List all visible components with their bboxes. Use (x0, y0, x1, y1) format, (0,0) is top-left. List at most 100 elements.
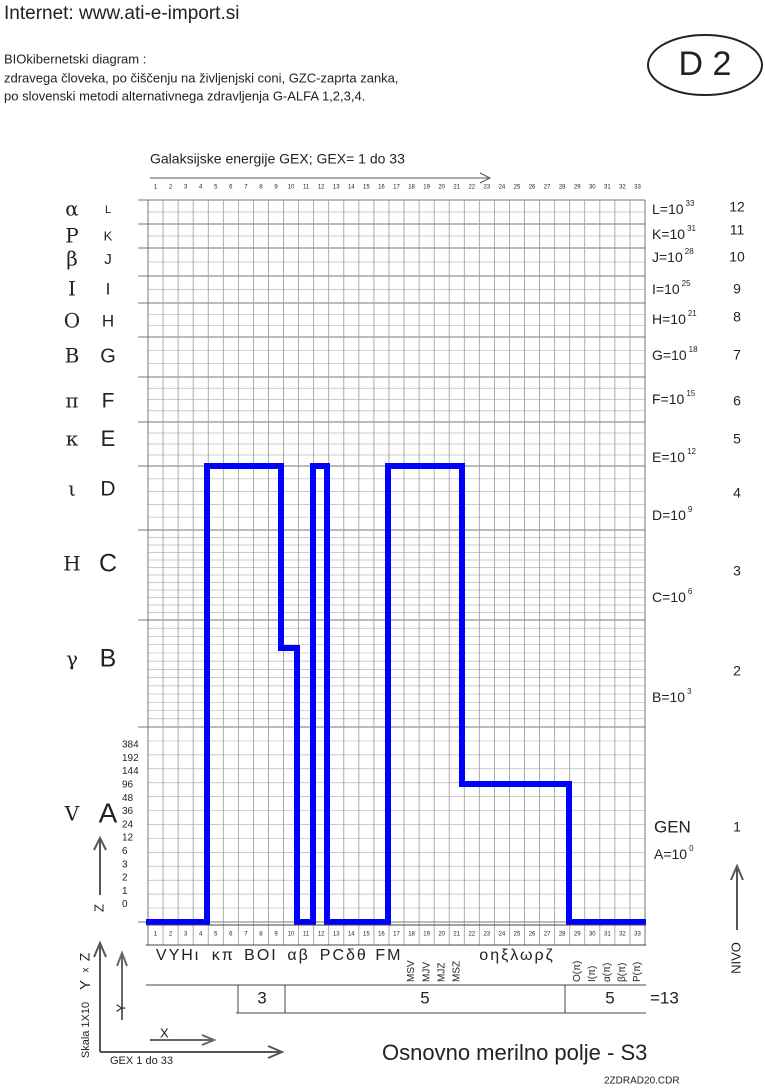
symbol: ΡCδθ (320, 947, 368, 964)
description: po slovenski metodi alternativnega zdrav… (4, 88, 365, 103)
x-small: x (81, 968, 92, 973)
power-base: L=10 (652, 201, 684, 217)
column-number: 21 (453, 185, 460, 191)
nivo: 8 (733, 309, 741, 325)
nivo: 6 (733, 393, 741, 409)
column-number: 25 (514, 932, 521, 938)
a-scale: 36 (122, 806, 134, 817)
symbol: FM (375, 947, 402, 964)
level-power: G=10 18 (652, 345, 698, 363)
column-number: 15 (363, 932, 370, 938)
column-number: 17 (393, 185, 400, 191)
power-exp: 25 (682, 279, 691, 288)
gen: GEN (654, 817, 691, 836)
group-count: 3 (257, 988, 266, 1007)
gex-title: Galaksijske energije GEX; GEX= 1 do 33 (150, 151, 405, 167)
column-number: 28 (559, 932, 566, 938)
column-number: 21 (453, 932, 460, 938)
column-number: 12 (318, 932, 325, 938)
greek-symbol: B (65, 344, 80, 368)
z-small: Z (77, 952, 93, 961)
column-number: 20 (438, 932, 445, 938)
symbol: VΥΗι (156, 947, 200, 964)
level-power: J=10 28 (652, 247, 694, 265)
column-number: 25 (514, 185, 521, 191)
power-base: G=10 (652, 347, 687, 363)
column-number: 31 (604, 932, 611, 938)
column-number: 6 (229, 185, 233, 191)
a-scale: 2 (122, 873, 128, 884)
greek-symbol: P (65, 224, 78, 248)
badge: D 2 (679, 45, 732, 83)
rotated-symbol: MSV (406, 960, 417, 982)
level-letter: B (100, 645, 117, 673)
power-base: D=10 (652, 507, 686, 523)
y-inner: Y (113, 1003, 128, 1012)
power-base: C=10 (652, 589, 686, 605)
power-base: I=10 (652, 281, 680, 297)
a-scale: 192 (122, 753, 139, 764)
symbol: ΒΟΙ (244, 947, 278, 964)
column-number: 3 (184, 185, 188, 191)
nivo: 5 (733, 431, 741, 447)
column-number: 30 (589, 185, 596, 191)
column-number: 7 (244, 185, 248, 191)
column-number: 3 (184, 932, 188, 938)
profile-line (146, 463, 646, 925)
column-number: 26 (529, 185, 536, 191)
level-letter: J (104, 251, 112, 268)
scale-label: Skala 1X10 (80, 1002, 92, 1058)
symbol: οηξλωρζ (479, 947, 554, 964)
level-letter: L (105, 204, 111, 216)
greek-symbol: γ (66, 647, 78, 671)
power-exp: 9 (688, 505, 693, 514)
a-scale: 144 (122, 766, 139, 777)
column-number: 10 (288, 185, 295, 191)
rotated-symbol: MSZ (451, 961, 462, 982)
nivo: 3 (733, 563, 741, 579)
rotated-symbol: I(π) (587, 966, 598, 982)
group-count: 5 (420, 988, 429, 1007)
column-number: 29 (574, 185, 581, 191)
power-base: H=10 (652, 311, 686, 327)
power-exp: 21 (688, 309, 697, 318)
column-number: 4 (199, 932, 203, 938)
column-number: 20 (438, 185, 445, 191)
footer-title: Osnovno merilno polje - S3 (382, 1040, 647, 1065)
a-scale: 3 (122, 859, 128, 870)
column-number: 15 (363, 185, 370, 191)
level-power: F=10 15 (652, 389, 696, 407)
level-power: A=10 0 (654, 844, 694, 862)
a-scale: 48 (122, 793, 134, 804)
rotated-symbol: P(π) (632, 962, 643, 982)
a-scale: 24 (122, 819, 134, 830)
column-number: 18 (408, 185, 415, 191)
level-letter: I (106, 279, 111, 298)
column-number: 11 (303, 185, 310, 191)
power-exp: 15 (686, 389, 695, 398)
nivo: 9 (733, 281, 741, 297)
column-number: 22 (468, 185, 475, 191)
group-count: =13 (650, 988, 679, 1007)
nivo-arrow (730, 863, 744, 930)
column-number: 26 (529, 932, 536, 938)
level-letter: G (100, 345, 116, 367)
column-number: 1 (154, 932, 158, 938)
column-number: 12 (318, 185, 325, 191)
power-exp: 31 (687, 224, 696, 233)
power-exp: 6 (688, 587, 693, 596)
column-number: 32 (619, 932, 626, 938)
a-scale: 6 (122, 846, 128, 857)
greek-symbol: O (64, 309, 80, 333)
greek-symbol: ι (68, 477, 76, 501)
badge-frame (647, 34, 763, 96)
column-number: 8 (259, 185, 263, 191)
level-power: C=10 6 (652, 587, 693, 605)
y-label: Y (77, 980, 94, 990)
column-number: 11 (303, 932, 310, 938)
column-number: 28 (559, 185, 566, 191)
a-scale: 96 (122, 780, 134, 791)
outer-axes (93, 940, 285, 1059)
x-inner: X (160, 1025, 169, 1040)
nivo: 2 (733, 663, 741, 679)
